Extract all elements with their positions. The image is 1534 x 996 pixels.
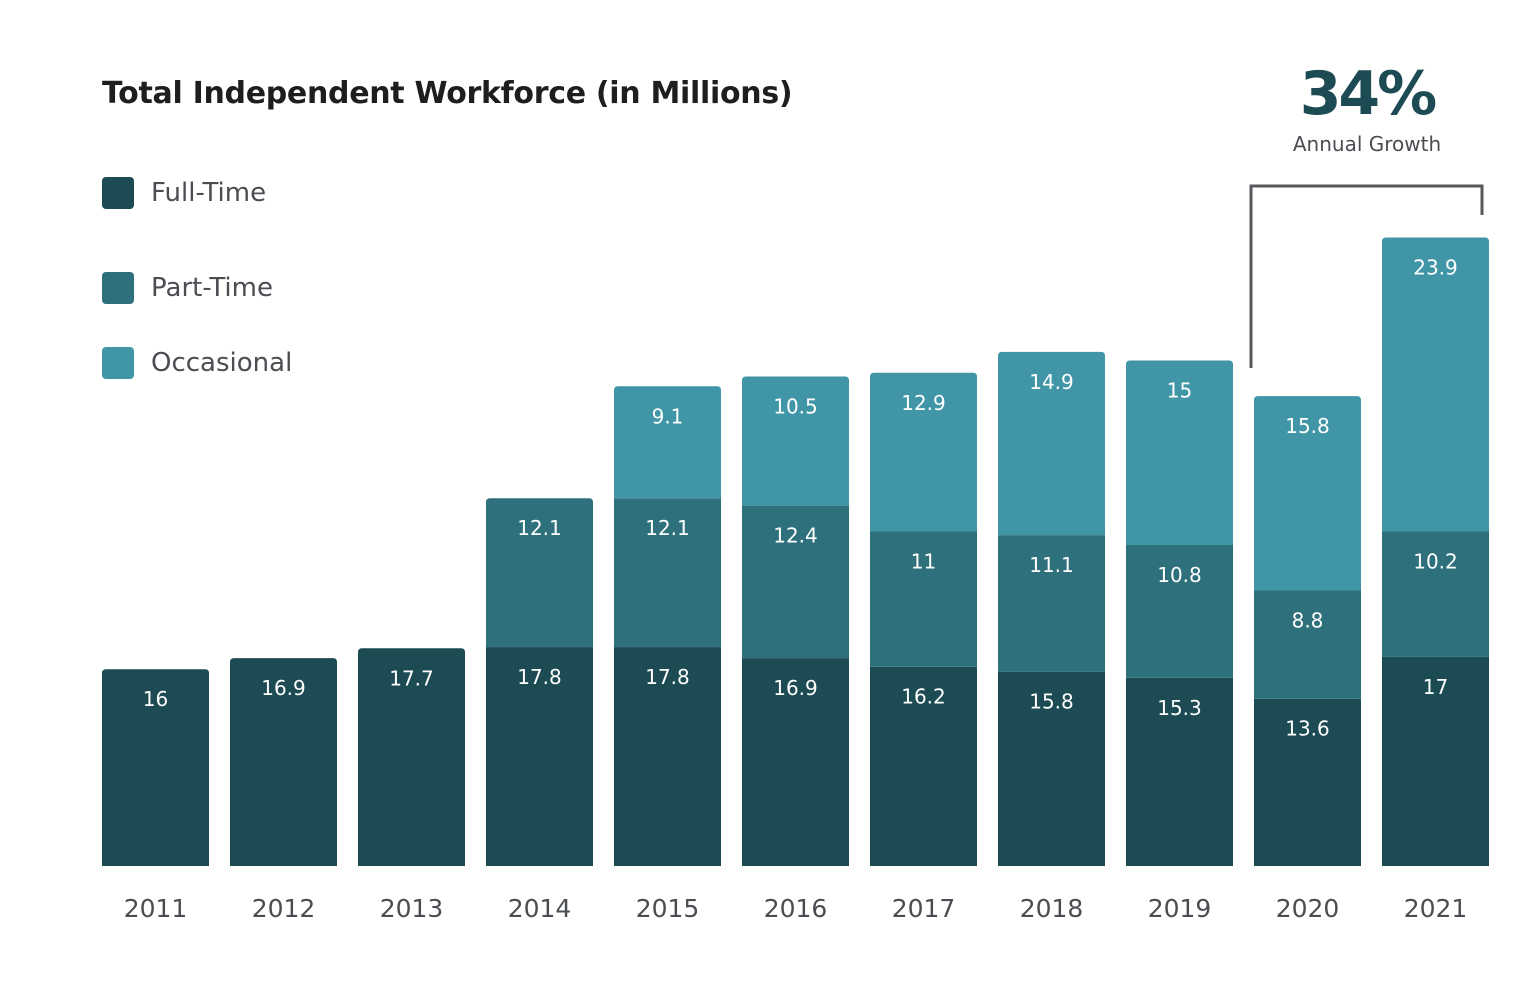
chart-title: Total Independent Workforce (in Millions… — [102, 76, 793, 111]
growth-annotation: 34% Annual Growth — [1250, 58, 1484, 156]
data-label: 17 — [1423, 675, 1448, 699]
data-label: 11.1 — [1029, 553, 1074, 577]
bar-segment-full-time — [486, 647, 593, 866]
bar-segment-part-time — [1254, 590, 1361, 699]
data-label: 8.8 — [1292, 608, 1324, 632]
data-label: 15.8 — [1285, 414, 1330, 438]
bar-segment-occasional — [998, 351, 1105, 536]
data-label: 13.6 — [1285, 717, 1330, 741]
data-label: 15.8 — [1029, 690, 1074, 714]
x-tick-label: 2020 — [1276, 894, 1340, 923]
x-tick-label: 2017 — [892, 894, 956, 923]
bar-segment-full-time — [230, 658, 337, 866]
bar-segment-full-time — [358, 648, 465, 866]
bar-segment-occasional — [1126, 360, 1233, 545]
bar-segment-part-time — [998, 535, 1105, 672]
x-tick-label: 2012 — [252, 894, 316, 923]
bar-segment-occasional — [614, 386, 721, 499]
data-label: 14.9 — [1029, 370, 1074, 394]
data-label: 16.9 — [261, 676, 306, 700]
legend-swatch — [102, 271, 134, 304]
data-label: 17.8 — [645, 665, 690, 689]
bar-segment-part-time — [742, 505, 849, 659]
x-tick-label: 2018 — [1020, 894, 1084, 923]
data-label: 12.4 — [773, 524, 818, 548]
legend-swatch — [102, 346, 134, 379]
data-label: 11 — [911, 549, 936, 573]
bar-segment-part-time — [614, 498, 721, 648]
data-label: 15 — [1167, 378, 1192, 402]
growth-bracket — [1249, 184, 1484, 368]
bar-segment-full-time — [1126, 677, 1233, 866]
bar-segment-part-time — [870, 531, 977, 667]
bar-segment-occasional — [870, 372, 977, 532]
bar-segment-occasional — [742, 376, 849, 506]
data-label: 12.1 — [517, 516, 562, 540]
data-label: 16 — [143, 687, 168, 711]
data-label: 16.9 — [773, 676, 818, 700]
legend-label: Full-Time — [151, 178, 267, 208]
x-tick-label: 2019 — [1148, 894, 1212, 923]
bar-segment-full-time — [742, 658, 849, 866]
growth-value: 34% — [1299, 59, 1438, 129]
x-tick-label: 2011 — [124, 894, 188, 923]
bar-segment-occasional — [1382, 237, 1489, 532]
data-label: 10.5 — [773, 394, 818, 418]
bar-segment-full-time — [102, 669, 209, 866]
legend-label: Occasional — [151, 347, 293, 378]
data-label: 10.8 — [1157, 563, 1202, 587]
bar-segment-full-time — [870, 666, 977, 866]
data-label: 15.3 — [1157, 696, 1202, 720]
legend-item-part-time: Part-Time — [102, 250, 292, 325]
bar-segment-part-time — [1126, 544, 1233, 678]
data-label: 17.8 — [517, 665, 562, 689]
legend-item-full-time: Full-Time — [102, 175, 292, 211]
growth-label: Annual Growth — [1292, 132, 1442, 156]
data-label: 16.2 — [901, 685, 946, 709]
data-label: 12.1 — [645, 516, 690, 540]
data-label: 9.1 — [652, 404, 684, 428]
bar-segment-part-time — [486, 498, 593, 648]
data-label: 12.9 — [901, 391, 946, 415]
bar-segment-full-time — [1382, 656, 1489, 866]
bar-segment-full-time — [1254, 698, 1361, 866]
data-label: 17.7 — [389, 666, 434, 690]
data-label: 10.2 — [1413, 549, 1458, 573]
data-label: 23.9 — [1413, 255, 1458, 279]
x-tick-label: 2015 — [636, 894, 700, 923]
x-tick-label: 2013 — [380, 894, 444, 923]
bar-segment-occasional — [1254, 396, 1361, 591]
legend-swatch — [102, 177, 134, 209]
bar-segment-full-time — [614, 647, 721, 866]
x-tick-label: 2016 — [764, 894, 828, 923]
legend-label: Part-Time — [151, 272, 273, 303]
legend: Full-Time Part-Time Occasional — [102, 175, 292, 400]
legend-item-occasional: Occasional — [102, 325, 292, 400]
bar-segment-part-time — [1382, 531, 1489, 657]
bar-segment-full-time — [998, 671, 1105, 866]
x-tick-label: 2021 — [1404, 894, 1468, 923]
x-tick-label: 2014 — [508, 894, 572, 923]
